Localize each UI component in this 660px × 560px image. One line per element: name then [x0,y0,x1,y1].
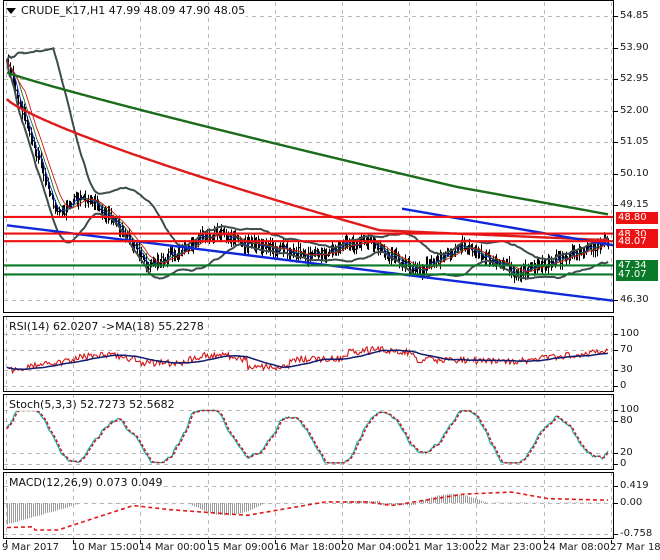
y-tickmark [614,300,618,301]
y-tickmark [614,453,618,454]
y-tickmark [614,503,618,504]
panel-left-axis [3,0,4,313]
price-tick-label: 51.05 [620,136,649,147]
stoch-tick-label: 0 [620,458,627,469]
panel-left-axis [3,316,4,392]
y-tickmark [614,48,618,49]
price-tag-48.07[interactable]: 48.07 [616,236,658,248]
panel-top-border [3,0,614,1]
macd-header[interactable]: MACD(12,26,9) 0.073 0.049 [8,476,164,489]
ohlc-high: 48.09 [143,4,176,17]
y-tickmark [614,79,618,80]
rsi-header[interactable]: RSI(14) 62.0207 ->MA(18) 55.2278 [8,320,205,333]
symbol-label: CRUDE_K17,H1 [21,4,106,17]
y-tickmark [614,111,618,112]
y-tickmark [614,205,618,206]
panel-left-axis [3,472,4,539]
time-tick-label: 16 Mar 18:00 [274,542,341,553]
price-panel [4,2,614,302]
y-tickmark [614,350,618,351]
y-tickmark [614,410,618,411]
rsi-tick-label: 0 [620,380,627,391]
stoch-tick-label: 100 [620,404,640,415]
y-tickmark [614,421,618,422]
x-tickmark [611,540,612,544]
y-tickmark [614,464,618,465]
x-tickmark [73,540,74,544]
rsi-tick-label: 30 [620,364,633,375]
time-tick-label: 24 Mar 08:00 [543,542,610,553]
x-tickmark [275,540,276,544]
price-tick-label: 54.85 [620,10,649,21]
time-tick-label: 20 Mar 04:00 [341,542,408,553]
symbol-header[interactable]: CRUDE_K17,H1 47.99 48.09 47.90 48.05 [20,4,247,17]
stoch-tick-label: 80 [620,415,633,426]
stoch-tick-label: 20 [620,447,633,458]
panel-right-axis[interactable] [613,316,614,392]
panel-bottom-border [3,312,614,313]
panel-right-axis[interactable] [613,394,614,470]
time-tick-label: 15 Mar 09:00 [207,542,274,553]
panel-top-border [3,316,614,317]
panel-right-axis[interactable] [613,0,614,313]
y-tickmark [614,174,618,175]
macd-tick-label: -0.758 [620,528,653,539]
time-tick-label: 10 Mar 15:00 [72,542,139,553]
panel-bottom-border [3,469,614,470]
panel-left-axis [3,394,4,470]
price-tick-label: 46.30 [620,294,649,305]
price-tick-label: 52.00 [620,105,649,116]
time-tick-label: 21 Mar 13:00 [408,542,475,553]
x-tickmark [342,540,343,544]
ohlc-low: 47.90 [178,4,211,17]
rsi-tick-label: 100 [620,328,640,339]
x-tickmark [140,540,141,544]
panel-bottom-border [3,538,614,539]
y-tickmark [614,386,618,387]
price-tag-48.80[interactable]: 48.80 [616,212,658,224]
x-tickmark [6,540,7,544]
price-tick-label: 50.10 [620,168,649,179]
time-axis: 9 Mar 2017 10 Mar 15:00 14 Mar 00:00 15 Mar… [0,540,660,560]
y-tickmark [614,486,618,487]
y-tickmark [614,16,618,17]
stoch-header[interactable]: Stoch(5,3,3) 52.7273 52.5682 [8,398,176,411]
panel-right-axis[interactable] [613,472,614,539]
price-tick-label: 52.95 [620,73,649,84]
y-tickmark [614,534,618,535]
x-tickmark [476,540,477,544]
x-tickmark [208,540,209,544]
y-tickmark [614,142,618,143]
time-tick-label: 14 Mar 00:00 [139,542,206,553]
panel-top-border [3,472,614,473]
macd-tick-label: 0.00 [620,497,643,508]
price-tick-label: 53.90 [620,42,649,53]
y-tickmark [614,334,618,335]
macd-tick-label: 0.419 [620,480,649,491]
time-tick-label: 27 Mar 18:00 [610,542,660,553]
ohlc-close: 48.05 [213,4,246,17]
ohlc-open: 47.99 [108,4,141,17]
panel-top-border [3,394,614,395]
price-tag-47.07[interactable]: 47.07 [616,269,658,281]
panel-bottom-border [3,391,614,392]
time-tick-label: 22 Mar 23:00 [475,542,542,553]
rsi-tick-label: 70 [620,344,633,355]
x-tickmark [409,540,410,544]
x-tickmark [544,540,545,544]
time-tick-label: 9 Mar 2017 [2,542,60,553]
price-tick-label: 49.15 [620,199,649,210]
chevron-down-icon[interactable] [6,8,16,14]
y-tickmark [614,370,618,371]
